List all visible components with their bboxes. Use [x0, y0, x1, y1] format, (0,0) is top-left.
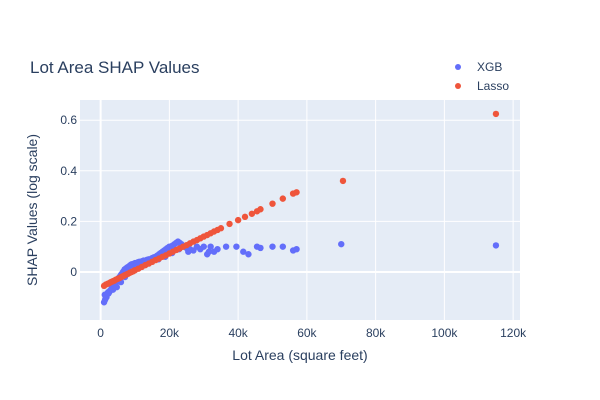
- series-lasso: [100, 110, 500, 290]
- y-axis-title: SHAP Values (log scale): [24, 134, 40, 286]
- point-lasso[interactable]: [217, 225, 225, 232]
- legend-item-xgb[interactable]: XGB: [455, 60, 502, 74]
- point-xgb[interactable]: [205, 248, 213, 255]
- x-tick-label: 40k: [228, 326, 248, 340]
- point-xgb[interactable]: [113, 283, 120, 291]
- point-lasso[interactable]: [492, 110, 500, 118]
- gridlines: [80, 100, 520, 320]
- x-tick-label: 60k: [297, 326, 317, 340]
- legend-marker-lasso: [455, 83, 461, 89]
- plot-area: [80, 100, 520, 320]
- point-xgb[interactable]: [245, 251, 252, 258]
- point-xgb[interactable]: [214, 245, 221, 253]
- point-xgb[interactable]: [222, 243, 230, 250]
- legend-label-lasso: Lasso: [477, 79, 509, 93]
- point-xgb[interactable]: [185, 248, 192, 255]
- point-lasso[interactable]: [293, 189, 300, 196]
- point-lasso[interactable]: [257, 206, 264, 213]
- legend-marker-xgb: [455, 64, 461, 70]
- x-tick-label: 120k: [500, 326, 527, 340]
- chart-title: Lot Area SHAP Values: [30, 58, 199, 77]
- x-tick-label: 0: [97, 326, 104, 340]
- point-lasso[interactable]: [241, 213, 249, 221]
- point-xgb[interactable]: [257, 244, 264, 252]
- point-xgb[interactable]: [200, 243, 207, 250]
- point-lasso[interactable]: [279, 195, 287, 202]
- y-tick-label: 0: [70, 265, 77, 279]
- legend-item-lasso[interactable]: Lasso: [455, 79, 509, 93]
- point-xgb[interactable]: [269, 243, 276, 250]
- point-xgb[interactable]: [233, 243, 240, 250]
- y-tick-label: 0.6: [60, 113, 77, 127]
- x-tick-label: 80k: [366, 326, 386, 340]
- x-tick-label: 100k: [431, 326, 458, 340]
- point-xgb[interactable]: [492, 242, 500, 249]
- tick-labels: 0 20k 40k 60k 80k 100k 120k 0 0.2 0.4 0.6: [60, 113, 527, 340]
- point-lasso[interactable]: [269, 200, 276, 207]
- point-xgb[interactable]: [338, 240, 345, 248]
- legend[interactable]: XGB Lasso: [455, 60, 509, 93]
- point-xgb[interactable]: [279, 243, 287, 250]
- point-lasso[interactable]: [226, 220, 233, 228]
- legend-label-xgb: XGB: [477, 60, 502, 74]
- point-lasso[interactable]: [248, 210, 256, 217]
- point-xgb[interactable]: [105, 290, 112, 297]
- x-tick-label: 20k: [160, 326, 180, 340]
- y-tick-label: 0.4: [60, 164, 77, 178]
- x-axis-title: Lot Area (square feet): [232, 347, 367, 363]
- point-xgb[interactable]: [207, 243, 214, 250]
- y-tick-label: 0.2: [60, 214, 77, 228]
- point-lasso[interactable]: [234, 216, 242, 224]
- point-lasso[interactable]: [339, 177, 347, 185]
- point-xgb[interactable]: [293, 245, 300, 253]
- data-points: [100, 110, 500, 306]
- point-xgb[interactable]: [240, 248, 247, 255]
